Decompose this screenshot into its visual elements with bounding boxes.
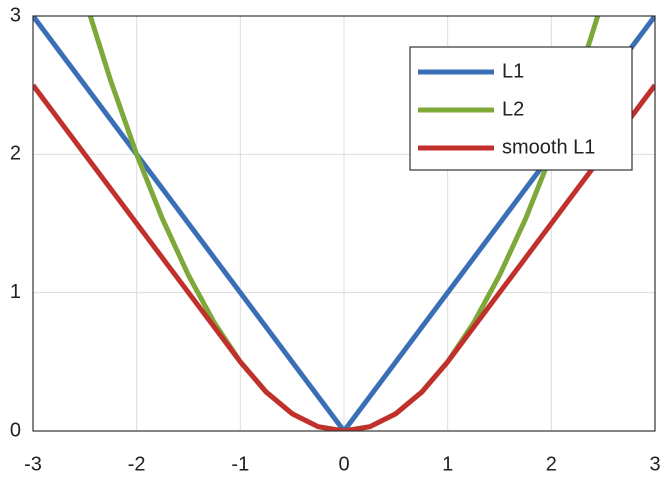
x-tick-label: -2 (128, 453, 146, 475)
x-tick-label: -3 (24, 453, 42, 475)
tick-labels: -3 -2 -1 0 1 2 3 0 1 2 3 (10, 4, 661, 475)
y-tick-label: 1 (10, 281, 21, 303)
legend-label: L1 (502, 60, 524, 82)
data-line (33, 83, 655, 431)
y-tick-label: 0 (10, 419, 21, 441)
axes-frame (32, 15, 656, 432)
y-tick-label: 2 (10, 143, 21, 165)
x-tick-label: 1 (442, 453, 453, 475)
legend-label: smooth L1 (502, 136, 595, 158)
y-tick-label: 3 (10, 4, 21, 26)
legend: L1 L2 smooth L1 (409, 46, 633, 171)
x-tick-label: 3 (649, 453, 660, 475)
x-tick-label: -1 (231, 453, 249, 475)
legend-label: L2 (502, 98, 524, 120)
x-tick-label: 0 (338, 453, 349, 475)
x-tick-label: 2 (546, 453, 557, 475)
